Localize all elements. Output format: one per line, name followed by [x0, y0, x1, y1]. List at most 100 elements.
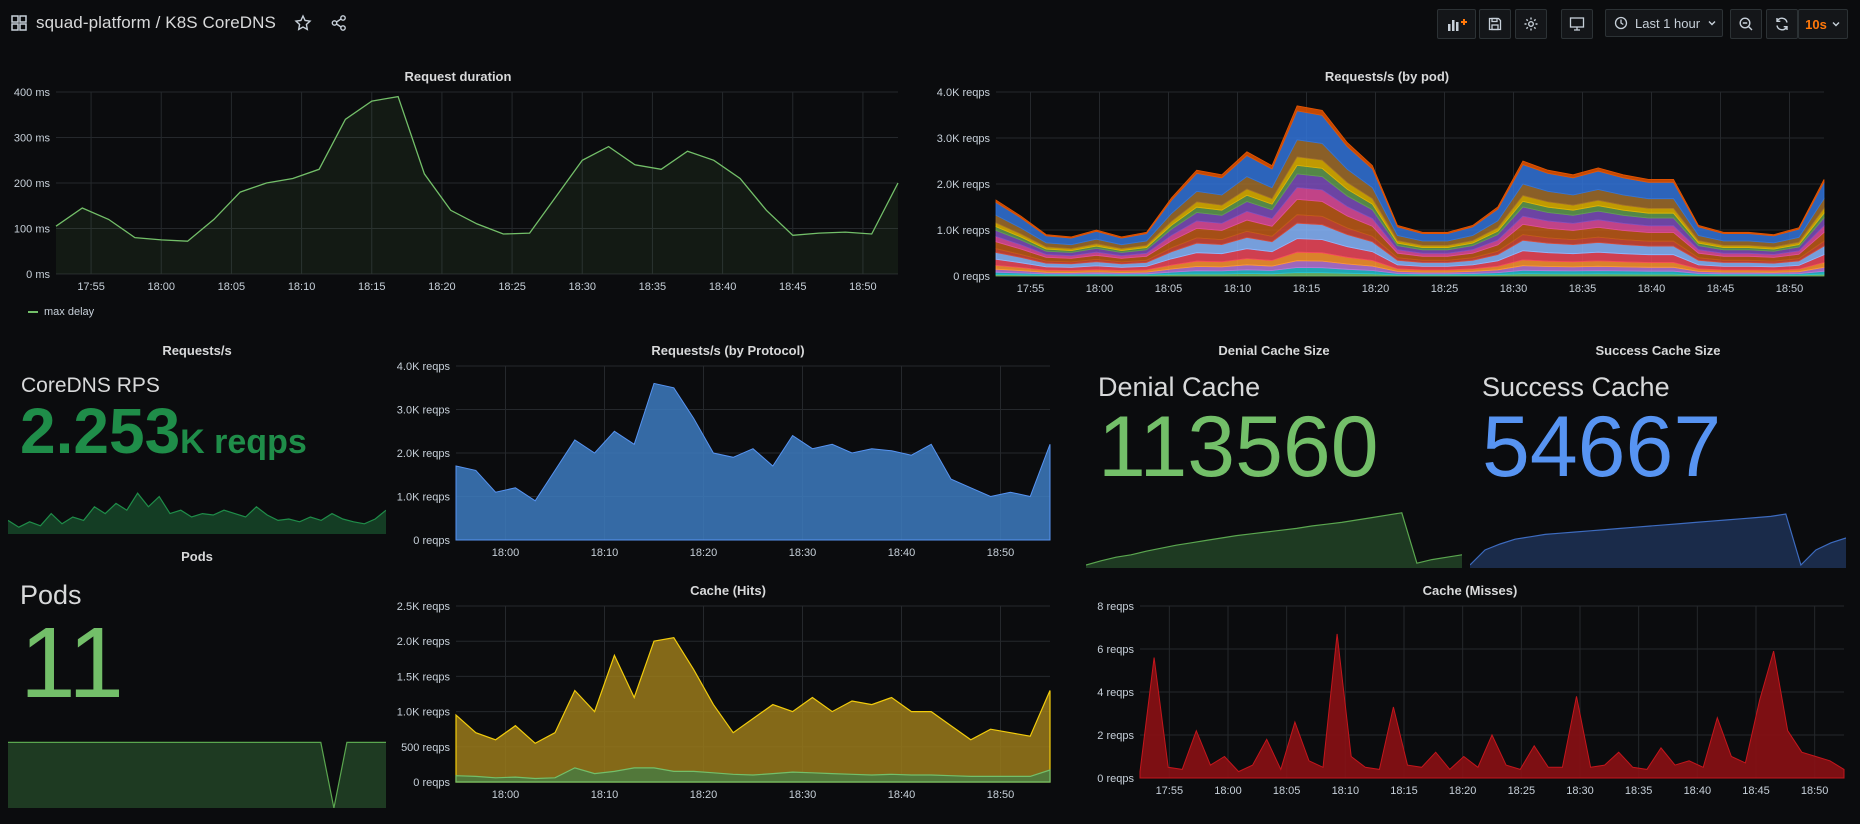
x-tick-label: 18:30 — [789, 547, 817, 559]
panel-title[interactable]: Requests/s (by pod) — [1324, 69, 1450, 84]
sparkline-area — [1086, 512, 1462, 568]
x-tick-label: 18:25 — [1431, 283, 1459, 295]
y-tick-label: 3.0K reqps — [937, 133, 991, 145]
x-tick-label: 18:45 — [1707, 283, 1735, 295]
x-tick-label: 18:20 — [428, 281, 456, 293]
x-tick-label: 18:35 — [639, 281, 667, 293]
y-tick-label: 0 reqps — [953, 271, 990, 283]
x-tick-label: 18:40 — [709, 281, 737, 293]
chart-legend: max delay — [28, 306, 94, 318]
x-tick-label: 18:00 — [1214, 785, 1242, 797]
x-tick-label: 18:05 — [1273, 785, 1301, 797]
gear-icon — [1524, 17, 1538, 31]
x-tick-label: 18:10 — [288, 281, 316, 293]
y-tick-label: 8 reqps — [1097, 602, 1134, 613]
panel-title[interactable]: Requests/s (by Protocol) — [651, 343, 805, 358]
x-tick-label: 18:05 — [1155, 283, 1183, 295]
refresh-interval-value: 10s — [1805, 16, 1827, 32]
x-tick-label: 18:00 — [492, 789, 520, 798]
y-tick-label: 1.0K reqps — [397, 707, 451, 719]
y-tick-label: 500 reqps — [401, 742, 450, 754]
refresh-icon — [1776, 17, 1788, 31]
x-tick-label: 18:10 — [591, 547, 619, 559]
x-tick-label: 18:20 — [1449, 785, 1477, 797]
sparkline-line — [1086, 512, 1462, 566]
requests-by-pod-chart: 0 reqps 1.0K reqps 2.0K reqps 3.0K reqps 4.0… — [937, 88, 1825, 295]
refresh-interval-picker[interactable]: 10s — [1798, 9, 1848, 39]
x-tick-label: 18:15 — [358, 281, 386, 293]
panel-title[interactable]: Denial Cache Size — [1218, 343, 1330, 358]
cycle-view-mode-button[interactable] — [1561, 9, 1593, 39]
dashboard-settings-button[interactable] — [1515, 9, 1547, 39]
x-tick-label: 18:00 — [492, 547, 520, 559]
y-tick-label: 4.0K reqps — [397, 362, 451, 373]
x-tick-label: 18:00 — [147, 281, 175, 293]
stat-sparkline — [8, 492, 386, 534]
save-icon — [1488, 17, 1502, 31]
panel-title[interactable]: Cache (Hits) — [690, 583, 766, 598]
monitor-icon — [1569, 17, 1585, 31]
star-icon[interactable] — [294, 14, 312, 32]
panel-denial-cache: Denial Cache Size Denial Cache 113560 — [1086, 338, 1462, 568]
panel-requests-by-protocol: Requests/s (by Protocol) 0 reqps 1.0K req… — [396, 338, 1060, 566]
x-tick-label: 18:40 — [1684, 785, 1712, 797]
dashboards-grid-icon[interactable] — [10, 14, 28, 32]
time-range-picker[interactable]: Last 1 hour — [1605, 9, 1723, 37]
dashboard-title[interactable]: squad-platform / K8S CoreDNS — [36, 13, 276, 32]
x-tick-label: 18:45 — [779, 281, 807, 293]
x-tick-label: 18:15 — [1293, 283, 1321, 295]
panel-cache-hits: Cache (Hits) 0 reqps 500 reqps 1.0K reqps 1… — [396, 578, 1060, 798]
legend-label[interactable]: max delay — [44, 306, 95, 318]
stat-sparkline — [8, 741, 386, 808]
y-tick-label: 300 ms — [14, 133, 51, 145]
top-bar: squad-platform / K8S CoreDNS Last 1 hour… — [0, 0, 1860, 46]
refresh-button[interactable] — [1766, 9, 1798, 39]
y-tick-label: 1.0K reqps — [397, 492, 451, 504]
x-tick-label: 18:50 — [1776, 283, 1804, 295]
x-tick-label: 18:25 — [1508, 785, 1536, 797]
zoom-out-button[interactable] — [1730, 9, 1762, 39]
y-tick-label: 0 ms — [26, 269, 50, 281]
save-dashboard-button[interactable] — [1479, 9, 1511, 39]
x-tick-label: 18:15 — [1390, 785, 1418, 797]
x-tick-label: 18:35 — [1625, 785, 1653, 797]
panel-pods: Pods Pods 11 — [8, 544, 386, 808]
breadcrumb: squad-platform / K8S CoreDNS — [10, 10, 348, 36]
stat-unit: K reqps — [180, 423, 307, 461]
zoom-out-icon — [1739, 17, 1753, 31]
add-panel-icon — [1447, 19, 1467, 31]
y-tick-label: 4 reqps — [1097, 687, 1134, 699]
stat-value: 113560 — [1098, 399, 1379, 495]
y-tick-label: 2.0K reqps — [937, 179, 991, 191]
x-tick-label: 18:20 — [690, 547, 718, 559]
chevron-down-icon — [1832, 22, 1840, 27]
y-tick-label: 1.5K reqps — [397, 671, 451, 683]
stat-label: Success Cache — [1482, 372, 1670, 402]
x-tick-label: 17:55 — [1156, 785, 1184, 797]
x-tick-label: 17:55 — [77, 281, 105, 293]
y-tick-label: 6 reqps — [1097, 644, 1134, 656]
panel-title[interactable]: Requests/s — [162, 343, 232, 358]
add-panel-button[interactable] — [1437, 9, 1476, 39]
panel-title[interactable]: Pods — [181, 549, 213, 564]
share-icon[interactable] — [330, 14, 348, 32]
y-tick-label: 100 ms — [14, 224, 51, 236]
panel-requests-stat: Requests/s CoreDNS RPS 2.253K reqps — [8, 338, 386, 534]
x-tick-label: 18:25 — [498, 281, 526, 293]
y-tick-label: 0 reqps — [413, 777, 450, 789]
x-tick-label: 18:40 — [1638, 283, 1666, 295]
panel-title[interactable]: Request duration — [404, 69, 512, 84]
time-range-label: Last 1 hour — [1635, 15, 1701, 31]
sparkline-line — [1470, 513, 1846, 567]
requests-by-protocol-chart: 0 reqps 1.0K reqps 2.0K reqps 3.0K reqps 4.0… — [397, 362, 1051, 559]
y-tick-label: 0 reqps — [1097, 773, 1134, 785]
panel-title[interactable]: Cache (Misses) — [1422, 583, 1518, 598]
x-tick-label: 18:30 — [1500, 283, 1528, 295]
x-tick-label: 18:50 — [849, 281, 877, 293]
x-tick-label: 18:40 — [888, 547, 916, 559]
y-tick-label: 2 reqps — [1097, 730, 1134, 742]
panel-title[interactable]: Success Cache Size — [1595, 343, 1721, 358]
series-area-hits — [455, 637, 1051, 783]
y-tick-label: 200 ms — [14, 178, 51, 190]
x-tick-label: 18:00 — [1086, 283, 1114, 295]
